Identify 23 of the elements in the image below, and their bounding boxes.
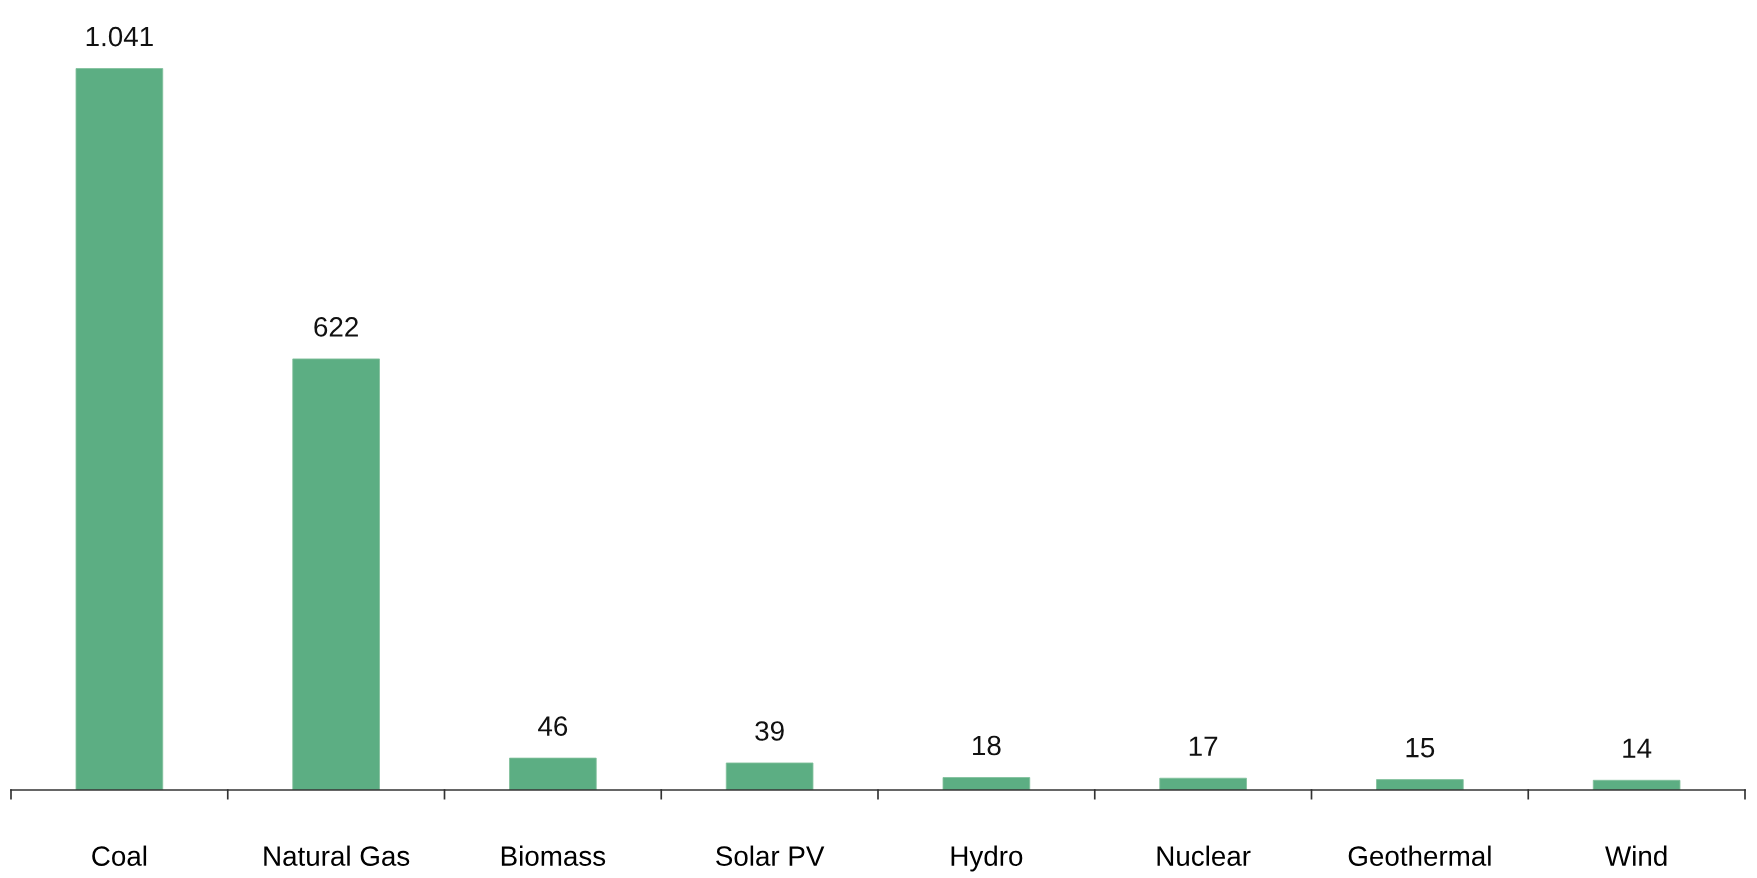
x-tick-label: Nuclear xyxy=(1157,845,1251,866)
data-label: 14 xyxy=(1623,738,1652,758)
x-tick-label: Geothermal xyxy=(1348,845,1491,866)
bar xyxy=(942,777,1031,790)
x-tick-label: Wind xyxy=(1605,845,1667,866)
data-label: 1.041 xyxy=(86,26,153,47)
data-label: 622 xyxy=(314,317,358,337)
x-tick-label: Biomass xyxy=(501,845,606,866)
bar xyxy=(292,358,380,790)
x-tick-label: Solar PV xyxy=(716,845,825,866)
data-label: 15 xyxy=(1406,738,1435,758)
data-label: 46 xyxy=(538,716,568,736)
x-tick-label: Natural Gas xyxy=(264,845,410,866)
bar xyxy=(509,757,597,790)
data-label: 39 xyxy=(755,721,784,741)
bar xyxy=(75,68,164,790)
data-label: 17 xyxy=(1189,736,1218,756)
x-tick-label: Hydro xyxy=(951,845,1023,872)
x-tick-label: Coal xyxy=(92,845,147,866)
bar xyxy=(1159,777,1247,790)
data-label: 18 xyxy=(973,735,1001,756)
bar xyxy=(1376,779,1464,790)
bar xyxy=(725,762,814,790)
